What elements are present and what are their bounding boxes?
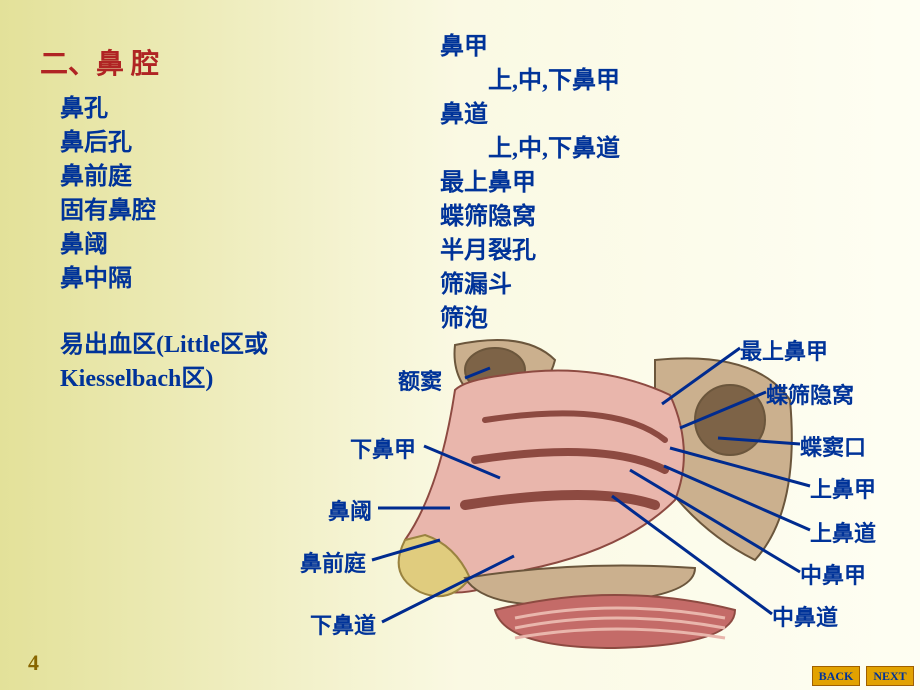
anatomy-label: 上鼻道 bbox=[810, 516, 876, 548]
back-button[interactable]: BACK bbox=[812, 666, 860, 686]
right-list-item: 筛泡 bbox=[440, 298, 488, 333]
anatomy-label: 下鼻道 bbox=[310, 608, 376, 640]
anatomy-label: 下鼻甲 bbox=[350, 432, 416, 464]
right-list-item: 蝶筛隐窝 bbox=[440, 196, 536, 231]
page-number: 4 bbox=[28, 650, 39, 676]
left-list-item: 鼻孔 bbox=[60, 88, 108, 123]
anatomy-label: 额窦 bbox=[398, 364, 442, 396]
right-list-item: 半月裂孔 bbox=[440, 230, 536, 265]
left-list-item: 固有鼻腔 bbox=[60, 190, 156, 225]
anatomy-label: 中鼻道 bbox=[772, 600, 838, 632]
right-list-item: 最上鼻甲 bbox=[440, 162, 536, 197]
right-list-item: 鼻道 bbox=[440, 94, 488, 129]
left-list-item: 鼻阈 bbox=[60, 224, 108, 259]
left-note-line: 易出血区(Little区或 bbox=[60, 324, 268, 359]
right-list-item: 上,中,下鼻道 bbox=[488, 128, 620, 163]
left-list-item: 鼻中隔 bbox=[60, 258, 132, 293]
slide: 二、鼻 腔 鼻孔鼻后孔鼻前庭固有鼻腔鼻阈鼻中隔 易出血区(Little区或Kie… bbox=[0, 0, 920, 690]
anatomy-label: 蝶筛隐窝 bbox=[766, 378, 854, 410]
anatomy-label: 上鼻甲 bbox=[810, 472, 876, 504]
nav-buttons: BACK NEXT bbox=[812, 666, 914, 686]
anatomy-label: 中鼻甲 bbox=[800, 558, 866, 590]
anatomy-label: 最上鼻甲 bbox=[740, 334, 828, 366]
left-list-item: 鼻前庭 bbox=[60, 156, 132, 191]
right-list-item: 筛漏斗 bbox=[440, 264, 512, 299]
anatomy-label: 蝶窦口 bbox=[800, 430, 866, 462]
right-list-item: 鼻甲 bbox=[440, 26, 488, 61]
section-title: 二、鼻 腔 bbox=[40, 42, 159, 82]
anatomy-label: 鼻前庭 bbox=[300, 546, 366, 578]
right-list-item: 上,中,下鼻甲 bbox=[488, 60, 620, 95]
left-list-item: 鼻后孔 bbox=[60, 122, 132, 157]
anatomy-label: 鼻阈 bbox=[328, 494, 372, 526]
left-note-line: Kiesselbach区) bbox=[60, 358, 213, 393]
next-button[interactable]: NEXT bbox=[866, 666, 914, 686]
nasal-cavity-diagram bbox=[395, 330, 805, 650]
